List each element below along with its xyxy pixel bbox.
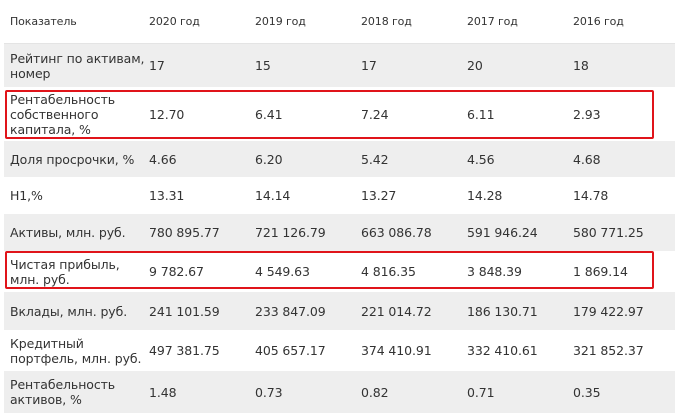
row-value-2018: 374 410.91 — [361, 343, 432, 358]
row-value-2017: 186 130.71 — [467, 303, 538, 319]
row-value-2019: 6.20 — [255, 151, 283, 167]
table-row-overdue-share: Доля просрочки, % 4.66 6.20 5.42 4.56 4.… — [4, 141, 675, 177]
header-2018: 2018 год — [361, 15, 412, 28]
row-value-2016: 321 852.37 — [573, 343, 644, 358]
table-row-roa: Рентабельность активов, % 1.48 0.73 0.82… — [4, 371, 675, 413]
row-label: Н1,% — [10, 188, 43, 203]
row-value-2017: 591 946.24 — [467, 225, 538, 240]
row-value-2019: 233 847.09 — [255, 303, 326, 319]
row-value-2018: 13.27 — [361, 188, 397, 203]
row-value-2016: 1 869.14 — [573, 264, 628, 279]
row-value-2018: 0.82 — [361, 384, 389, 400]
row-label: Чистая прибыль, млн. руб. — [10, 256, 120, 287]
row-value-2019: 4 549.63 — [255, 264, 310, 279]
row-value-2018: 7.24 — [361, 106, 389, 122]
row-value-2017: 6.11 — [467, 106, 495, 122]
row-label: Рейтинг по активам, номер — [10, 50, 145, 81]
header-2020: 2020 год — [149, 15, 200, 28]
row-value-2019: 405 657.17 — [255, 343, 326, 358]
row-value-2018: 5.42 — [361, 151, 389, 167]
row-label: Доля просрочки, % — [10, 151, 135, 167]
row-value-2020: 241 101.59 — [149, 303, 220, 319]
row-value-2016: 179 422.97 — [573, 303, 644, 319]
row-value-2019: 6.41 — [255, 106, 283, 122]
table-row-deposits: Вклады, млн. руб. 241 101.59 233 847.09 … — [4, 292, 675, 330]
header-2016: 2016 год — [573, 15, 624, 28]
table-row-net-profit: Чистая прибыль, млн. руб. 9 782.67 4 549… — [4, 251, 675, 292]
row-value-2016: 0.35 — [573, 384, 601, 400]
row-value-2018: 17 — [361, 58, 377, 73]
header-2017: 2017 год — [467, 15, 518, 28]
row-value-2017: 20 — [467, 58, 483, 73]
header-2019: 2019 год — [255, 15, 306, 28]
row-value-2020: 4.66 — [149, 151, 177, 167]
row-value-2017: 332 410.61 — [467, 343, 538, 358]
row-value-2017: 0.71 — [467, 384, 495, 400]
table-row-assets: Активы, млн. руб. 780 895.77 721 126.79 … — [4, 214, 675, 251]
table-header-row: Показатель 2020 год 2019 год 2018 год 20… — [4, 0, 675, 44]
row-label: Рентабельность собственного капитала, % — [10, 91, 116, 137]
row-value-2020: 497 381.75 — [149, 343, 220, 358]
row-value-2018: 4 816.35 — [361, 264, 416, 279]
row-value-2016: 18 — [573, 58, 589, 73]
row-value-2019: 0.73 — [255, 384, 283, 400]
table-row-loan-portfolio: Кредитный портфель, млн. руб. 497 381.75… — [4, 330, 675, 371]
row-value-2019: 15 — [255, 58, 271, 73]
row-value-2016: 4.68 — [573, 151, 601, 167]
row-label: Активы, млн. руб. — [10, 225, 126, 240]
row-value-2020: 17 — [149, 58, 165, 73]
row-value-2019: 721 126.79 — [255, 225, 326, 240]
row-value-2020: 9 782.67 — [149, 264, 204, 279]
row-value-2017: 4.56 — [467, 151, 495, 167]
row-value-2016: 2.93 — [573, 106, 601, 122]
row-label: Вклады, млн. руб. — [10, 303, 128, 319]
row-value-2020: 13.31 — [149, 188, 185, 203]
table-row-roe: Рентабельность собственного капитала, % … — [4, 87, 675, 141]
row-value-2018: 663 086.78 — [361, 225, 432, 240]
row-value-2018: 221 014.72 — [361, 303, 432, 319]
financial-indicators-table: Показатель 2020 год 2019 год 2018 год 20… — [4, 0, 675, 413]
row-value-2020: 12.70 — [149, 106, 185, 122]
table-row-asset-rating: Рейтинг по активам, номер 17 15 17 20 18 — [4, 44, 675, 87]
table-row-n1: Н1,% 13.31 14.14 13.27 14.28 14.78 — [4, 177, 675, 214]
row-value-2020: 1.48 — [149, 384, 177, 400]
row-label: Рентабельность активов, % — [10, 377, 116, 407]
row-value-2017: 3 848.39 — [467, 264, 522, 279]
row-value-2019: 14.14 — [255, 188, 291, 203]
row-label: Кредитный портфель, млн. руб. — [10, 335, 142, 366]
row-value-2016: 14.78 — [573, 188, 609, 203]
row-value-2020: 780 895.77 — [149, 225, 220, 240]
row-value-2016: 580 771.25 — [573, 225, 644, 240]
row-value-2017: 14.28 — [467, 188, 503, 203]
header-indicator: Показатель — [10, 15, 77, 28]
